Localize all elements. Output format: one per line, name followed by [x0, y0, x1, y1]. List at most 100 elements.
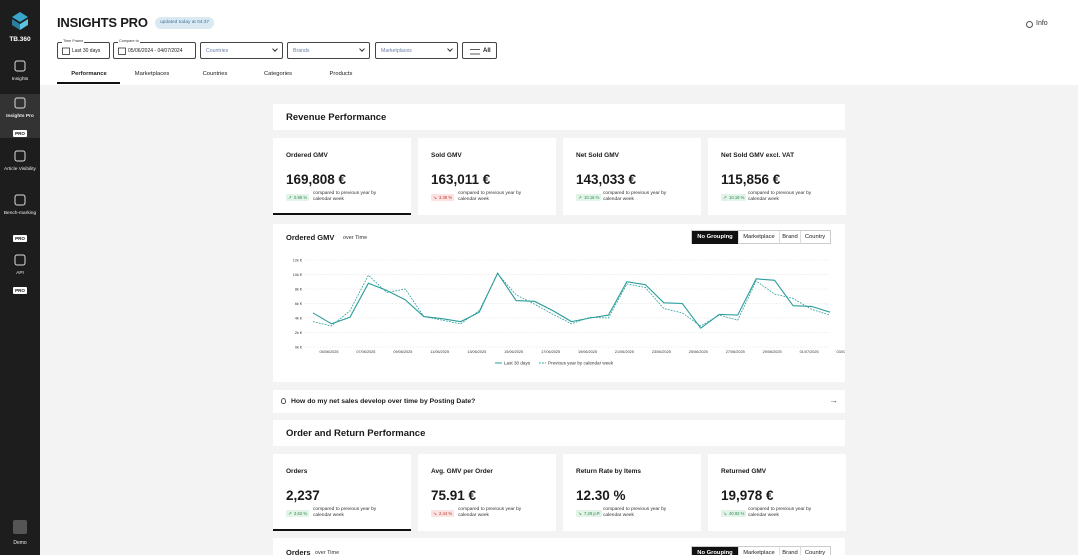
filter-dropdown[interactable]: Brands	[287, 42, 370, 59]
trend-arrow: ↗	[288, 195, 292, 200]
arrow-icon: →	[829, 395, 838, 405]
nav-label[interactable]: API	[16, 271, 24, 276]
icon	[12, 12, 28, 30]
grouping-button[interactable]: Country	[800, 547, 829, 555]
tab[interactable]: Products	[329, 71, 353, 77]
nav-label[interactable]: Insights Pro	[6, 114, 34, 119]
grouping-button[interactable]: Marketplace	[738, 547, 779, 555]
x-tick-label: 29/06/2025	[763, 350, 782, 354]
kpi-note: compared to previous year by calendar we…	[748, 191, 812, 202]
kpi-card[interactable]: Sold GMV 163,011 € 3.39 % ↘ compared to prev…	[418, 138, 556, 215]
calendar-icon	[62, 47, 70, 55]
icon	[62, 47, 70, 55]
bulb-icon	[281, 398, 286, 404]
kpi-note: compared to previous year by calendar we…	[313, 191, 377, 202]
x-tick-label: 15/06/2025	[504, 350, 523, 354]
dropdown-placeholder: Brands	[293, 48, 310, 54]
page-title: INSIGHTS PRO	[57, 15, 148, 30]
kpi-label: Avg. GMV per Order	[431, 468, 493, 475]
y-tick-label: 12k €	[293, 259, 303, 263]
info-link[interactable]: Info	[1036, 20, 1048, 27]
nav-icon	[14, 254, 26, 266]
grouping-button[interactable]: No Grouping	[692, 547, 738, 555]
x-tick-label: 05/06/2025	[319, 350, 338, 354]
grouping-button[interactable]: Brand	[779, 547, 800, 555]
nav-icon	[14, 194, 26, 206]
x-tick-label: 09/06/2025	[393, 350, 412, 354]
grouping-button[interactable]: Marketplace	[738, 231, 779, 244]
kpi-change: 40.92 % ↘	[721, 510, 747, 517]
section-header: Revenue Performance	[273, 104, 845, 130]
kpi-change: 3.39 % ↘	[431, 194, 455, 201]
grouping-button[interactable]: No Grouping	[692, 231, 738, 244]
kpi-value: 143,033 €	[576, 172, 637, 187]
kpi-note: compared to previous year by calendar we…	[458, 507, 522, 518]
filter-legend: Compare to	[118, 39, 140, 43]
nav-badge: PRO	[13, 130, 27, 137]
x-tick-label: 03/07/2025	[836, 350, 845, 354]
calendar-icon	[118, 47, 126, 55]
icon	[14, 60, 26, 72]
nav-label[interactable]: Insights	[11, 77, 29, 82]
kpi-card[interactable]: Orders 2,237 3.62 % ↗ compared to previous y…	[273, 454, 411, 531]
filter-value: 05/06/2024 - 04/07/2024	[128, 48, 183, 54]
x-tick-label: 07/06/2025	[356, 350, 375, 354]
icon	[14, 194, 26, 206]
section-header: Order and Return Performance	[273, 420, 845, 446]
nav-label[interactable]: Bench-marking	[3, 211, 37, 216]
logo-mark	[12, 12, 28, 22]
chart-card: Ordered GMV over Time No Grouping Marketpla…	[273, 224, 845, 382]
kpi-card[interactable]: Ordered GMV 169,808 € 0.95 % ↗ compared to p…	[273, 138, 411, 215]
filter-field[interactable]: Time Frame Last 30 days	[57, 39, 110, 59]
y-tick-label: 0k €	[295, 346, 303, 350]
y-tick-label: 6k €	[295, 302, 303, 306]
all-button[interactable]: All	[462, 42, 497, 59]
user-label[interactable]: Demo	[13, 540, 27, 546]
x-tick-label: 25/06/2025	[689, 350, 708, 354]
tab[interactable]: Countries	[202, 71, 228, 77]
section-title: Revenue Performance	[286, 112, 387, 123]
kpi-label: Return Rate by Items	[576, 468, 642, 475]
kpi-label: Ordered GMV	[286, 152, 328, 159]
kpi-card[interactable]: Net Sold GMV 143,033 € 10.16 % ↗ compared to…	[563, 138, 701, 215]
question-bar[interactable]: How do my net sales develop over time by…	[273, 390, 845, 413]
y-tick-label: 4k €	[295, 317, 303, 321]
nav-badge: PRO	[13, 235, 27, 242]
chart-title: Orders	[286, 548, 311, 555]
trend-arrow: ↘	[433, 511, 437, 516]
icon	[470, 49, 480, 55]
series-line	[312, 273, 831, 327]
kpi-card[interactable]: Returned GMV 19,978 € 40.92 % ↘ compared to …	[708, 454, 846, 531]
kpi-card[interactable]: Avg. GMV per Order 75.91 € 2.44 % ↘ compared…	[418, 454, 556, 531]
updated-pill: updated today at 04:37	[155, 17, 215, 29]
filter-dropdown[interactable]: Marketplaces	[375, 42, 458, 59]
tab[interactable]: Marketplaces	[134, 71, 170, 77]
trend-arrow: ↘	[578, 511, 582, 516]
filter-value: Last 30 days	[72, 48, 101, 54]
chart-title: Ordered GMV	[286, 233, 335, 242]
tab[interactable]: Performance	[71, 71, 107, 77]
kpi-value: 19,978 €	[721, 488, 774, 503]
icon	[118, 47, 126, 55]
kpi-note: compared to previous year by calendar we…	[603, 507, 667, 518]
nav-label[interactable]: Article Visibility	[4, 167, 36, 172]
filter-dropdown[interactable]: Countries	[200, 42, 283, 59]
x-tick-label: 11/06/2025	[430, 350, 449, 354]
kpi-label: Returned GMV	[721, 468, 767, 475]
grouping-button[interactable]: Country	[800, 231, 829, 244]
grouping-button[interactable]: Brand	[779, 231, 800, 244]
info-icon	[1026, 21, 1033, 28]
nav-icon	[14, 97, 26, 109]
kpi-card[interactable]: Return Rate by Items 12.30 % 7.29 p.P. ↘ com…	[563, 454, 701, 531]
all-label: All	[483, 48, 491, 54]
x-tick-label: 27/06/2025	[726, 350, 745, 354]
icon	[14, 254, 26, 266]
y-tick-label: 2k €	[295, 331, 303, 335]
nav-badge: PRO	[13, 287, 27, 294]
kpi-label: Net Sold GMV	[576, 152, 619, 159]
tab[interactable]: Categories	[263, 71, 293, 77]
filter-field[interactable]: Compare to 05/06/2024 - 04/07/2024	[113, 39, 196, 59]
sidebar: TB.360 Insights Insights Pro PRO Article Vis…	[0, 0, 40, 555]
trend-arrow: ↗	[578, 195, 582, 200]
kpi-card[interactable]: Net Sold GMV excl. VAT 115,856 € 10.16 % ↗ c…	[708, 138, 846, 215]
